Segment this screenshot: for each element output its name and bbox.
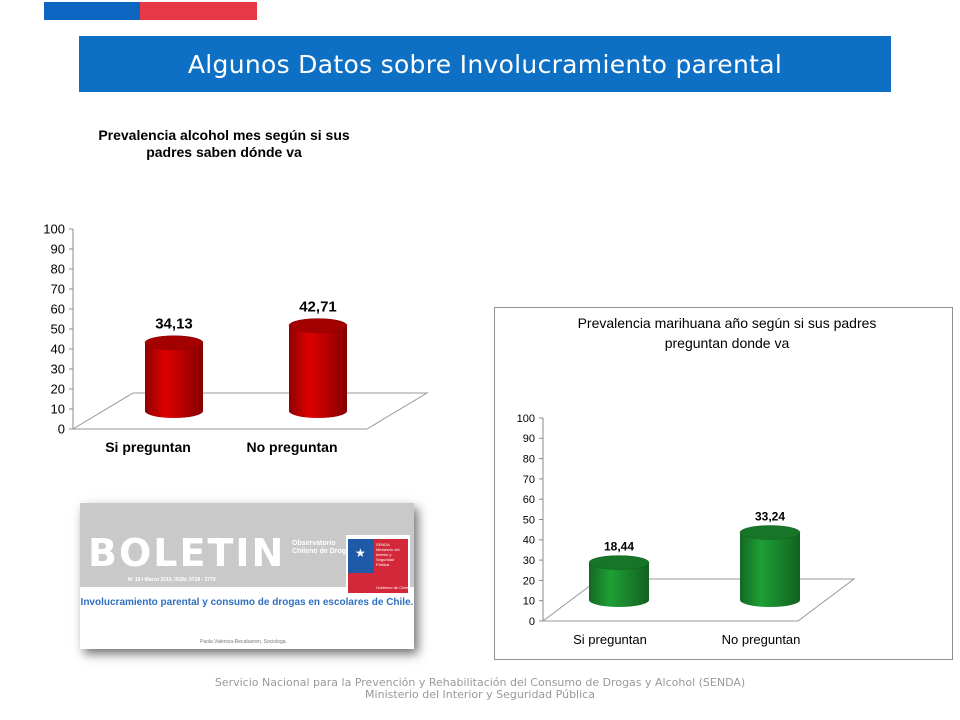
alcohol-data-label-1: 34,13	[155, 316, 193, 333]
marihuana-bar-2	[740, 532, 800, 607]
senda-logo: ★ SENDA Ministerio del Interior y Seguri…	[346, 535, 410, 595]
boletin-heading: BOLETIN	[88, 531, 286, 575]
flag-blue-stripe	[44, 2, 140, 20]
alcohol-title-line-1: Prevalencia alcohol mes según si sus	[98, 127, 350, 143]
alcohol-y-tick-label: 90	[51, 242, 65, 257]
boletin-observatory: Observatorio Chileno de Drogas	[292, 540, 354, 555]
footer: Servicio Nacional para la Prevención y R…	[0, 677, 960, 701]
alcohol-chart-svg: Prevalencia alcohol mes según si suspadr…	[43, 127, 429, 455]
marihuana-chart-svg: Prevalencia marihuana año según si sus p…	[517, 315, 877, 647]
alcohol-y-tick-label: 30	[51, 362, 65, 377]
marihuana-category-label-1: Si preguntan	[573, 632, 647, 647]
alcohol-y-tick-label: 20	[51, 382, 65, 397]
alcohol-category-label-2: No preguntan	[247, 439, 338, 455]
flag-red-stripe	[140, 2, 257, 20]
alcohol-title-line-2: padres saben dónde va	[146, 144, 302, 160]
marihuana-y-tick-label: 100	[517, 413, 535, 425]
alcohol-y-tick-label: 40	[51, 342, 65, 357]
footer-line-2: Ministerio del Interior y Seguridad Públ…	[365, 688, 595, 701]
alcohol-data-label-2: 42,71	[299, 299, 337, 316]
boletin-subtitle: Involucramiento parental y consumo de dr…	[80, 597, 414, 608]
marihuana-y-tick-label: 30	[523, 555, 535, 567]
gobierno-logo-text: Gobierno de Chile	[376, 585, 409, 590]
alcohol-floor	[71, 392, 429, 430]
slide-title-bar: Algunos Datos sobre Involucramiento pare…	[79, 36, 891, 92]
marihuana-y-tick-label: 20	[523, 575, 535, 587]
boletin-issue: Nº 19 / Marzo 2015. ISSN: 0719 - 2770	[128, 577, 216, 583]
alcohol-bar-2-top	[288, 318, 348, 333]
alcohol-y-tick-label: 70	[51, 282, 65, 297]
boletin-cover-image: BOLETIN Observatorio Chileno de Drogas N…	[80, 503, 414, 649]
marihuana-bar-2-top	[739, 525, 801, 540]
senda-logo-text: SENDA Ministerio del Interior y Segurida…	[376, 542, 400, 567]
marihuana-y-tick-label: 10	[523, 596, 535, 608]
marihuana-data-label-2: 33,24	[755, 510, 785, 524]
marihuana-chart: Prevalencia marihuana año según si sus p…	[494, 307, 953, 660]
alcohol-bar-2	[289, 325, 347, 418]
marihuana-y-tick-label: 90	[523, 433, 535, 445]
marihuana-title-line-2: preguntan donde va	[665, 335, 790, 351]
alcohol-y-tick-label: 80	[51, 262, 65, 277]
boletin-author: Paola Valencia-Recabarren, Sociologa.	[200, 639, 287, 645]
marihuana-y-tick-label: 60	[523, 494, 535, 506]
marihuana-data-label-1: 18,44	[604, 540, 634, 554]
footer-line-1: Servicio Nacional para la Prevención y R…	[214, 676, 746, 689]
alcohol-y-tick-label: 0	[58, 422, 65, 437]
alcohol-category-label-1: Si preguntan	[105, 439, 191, 455]
alcohol-bar-1-top	[144, 335, 204, 350]
marihuana-category-label-2: No preguntan	[722, 632, 801, 647]
marihuana-title-line-1: Prevalencia marihuana año según si sus p…	[578, 315, 877, 331]
marihuana-floor	[541, 578, 856, 622]
marihuana-bar-1-top	[588, 555, 650, 570]
marihuana-y-tick-label: 70	[523, 474, 535, 486]
slide-title: Algunos Datos sobre Involucramiento pare…	[187, 49, 783, 79]
alcohol-y-tick-label: 60	[51, 302, 65, 317]
alcohol-y-tick-label: 10	[51, 402, 65, 417]
alcohol-bar-1	[145, 342, 203, 418]
alcohol-y-tick-label: 50	[51, 322, 65, 337]
marihuana-y-tick-label: 0	[529, 616, 535, 628]
star-icon: ★	[355, 546, 366, 560]
alcohol-y-tick-label: 100	[43, 222, 65, 237]
marihuana-y-tick-label: 50	[523, 514, 535, 526]
marihuana-y-tick-label: 40	[523, 535, 535, 547]
marihuana-bar-1	[589, 562, 649, 607]
alcohol-chart: Prevalencia alcohol mes según si sus padr…	[30, 118, 430, 470]
marihuana-y-tick-label: 80	[523, 453, 535, 465]
